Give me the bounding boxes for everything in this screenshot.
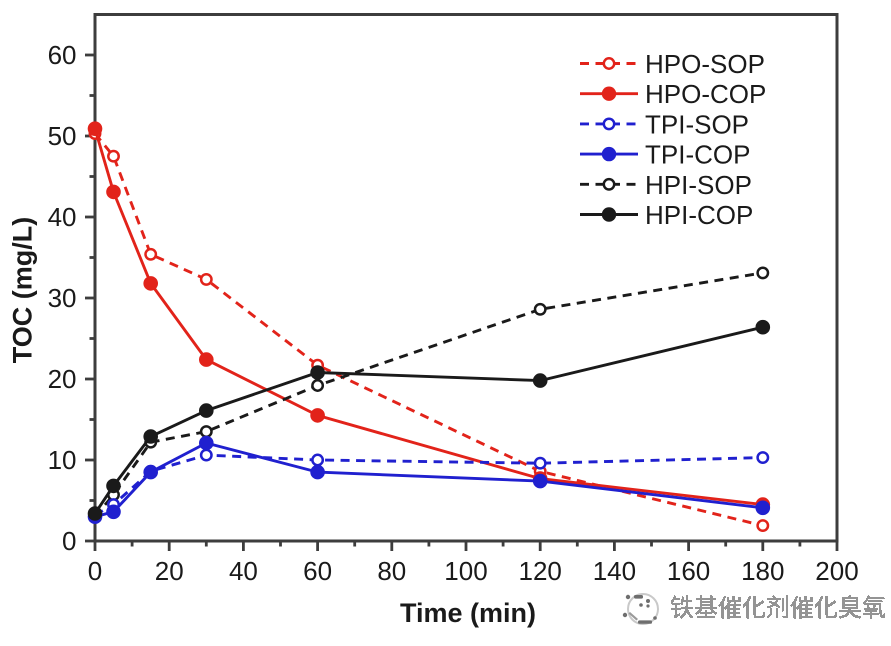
svg-text:TOC (mg/L): TOC (mg/L) bbox=[8, 217, 38, 363]
svg-text:180: 180 bbox=[741, 556, 784, 586]
svg-text:30: 30 bbox=[48, 283, 77, 313]
svg-text:160: 160 bbox=[667, 556, 710, 586]
svg-text:20: 20 bbox=[155, 556, 184, 586]
svg-text:10: 10 bbox=[48, 445, 77, 475]
svg-text:0: 0 bbox=[88, 556, 102, 586]
svg-text:TPI-COP: TPI-COP bbox=[645, 140, 750, 170]
svg-text:140: 140 bbox=[593, 556, 636, 586]
svg-text:TPI-SOP: TPI-SOP bbox=[645, 109, 749, 139]
svg-text:50: 50 bbox=[48, 121, 77, 151]
svg-text:120: 120 bbox=[519, 556, 562, 586]
svg-text:HPO-COP: HPO-COP bbox=[645, 79, 766, 109]
svg-text:200: 200 bbox=[815, 556, 858, 586]
svg-text:HPI-COP: HPI-COP bbox=[645, 200, 753, 230]
svg-text:20: 20 bbox=[48, 364, 77, 394]
svg-text:100: 100 bbox=[444, 556, 487, 586]
svg-text:HPO-SOP: HPO-SOP bbox=[645, 49, 765, 79]
svg-text:HPI-SOP: HPI-SOP bbox=[645, 170, 752, 200]
svg-text:0: 0 bbox=[62, 526, 76, 556]
svg-text:Time (min): Time (min) bbox=[400, 598, 536, 628]
svg-text:60: 60 bbox=[48, 40, 77, 70]
svg-text:40: 40 bbox=[48, 202, 77, 232]
svg-text:80: 80 bbox=[377, 556, 406, 586]
svg-text:60: 60 bbox=[303, 556, 332, 586]
svg-text:40: 40 bbox=[229, 556, 258, 586]
